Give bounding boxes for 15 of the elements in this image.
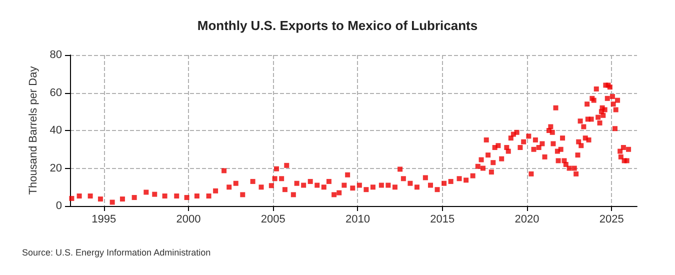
x-tick-label: 1995 bbox=[92, 214, 116, 226]
x-tick-label: 2010 bbox=[345, 214, 370, 226]
y-tick-label: 80 bbox=[50, 49, 62, 61]
y-tick-label: 40 bbox=[50, 124, 62, 136]
x-tick-label: 2020 bbox=[514, 214, 540, 226]
source-note: Source: U.S. Energy Information Administration bbox=[22, 248, 211, 258]
y-tick-label: 60 bbox=[50, 86, 62, 99]
x-tick-label: 2015 bbox=[430, 214, 455, 226]
x-tick-label: 2025 bbox=[599, 214, 624, 226]
x-tick-label: 2000 bbox=[176, 214, 201, 226]
y-tick-label: 20 bbox=[50, 162, 62, 174]
y-tick-label: 0 bbox=[56, 200, 62, 212]
y-axis-title: Thousand Barrels per Day bbox=[27, 66, 40, 195]
x-tick-label: 2005 bbox=[260, 214, 286, 226]
chart-title: Monthly U.S. Exports to Mexico of Lubricants bbox=[197, 18, 478, 33]
